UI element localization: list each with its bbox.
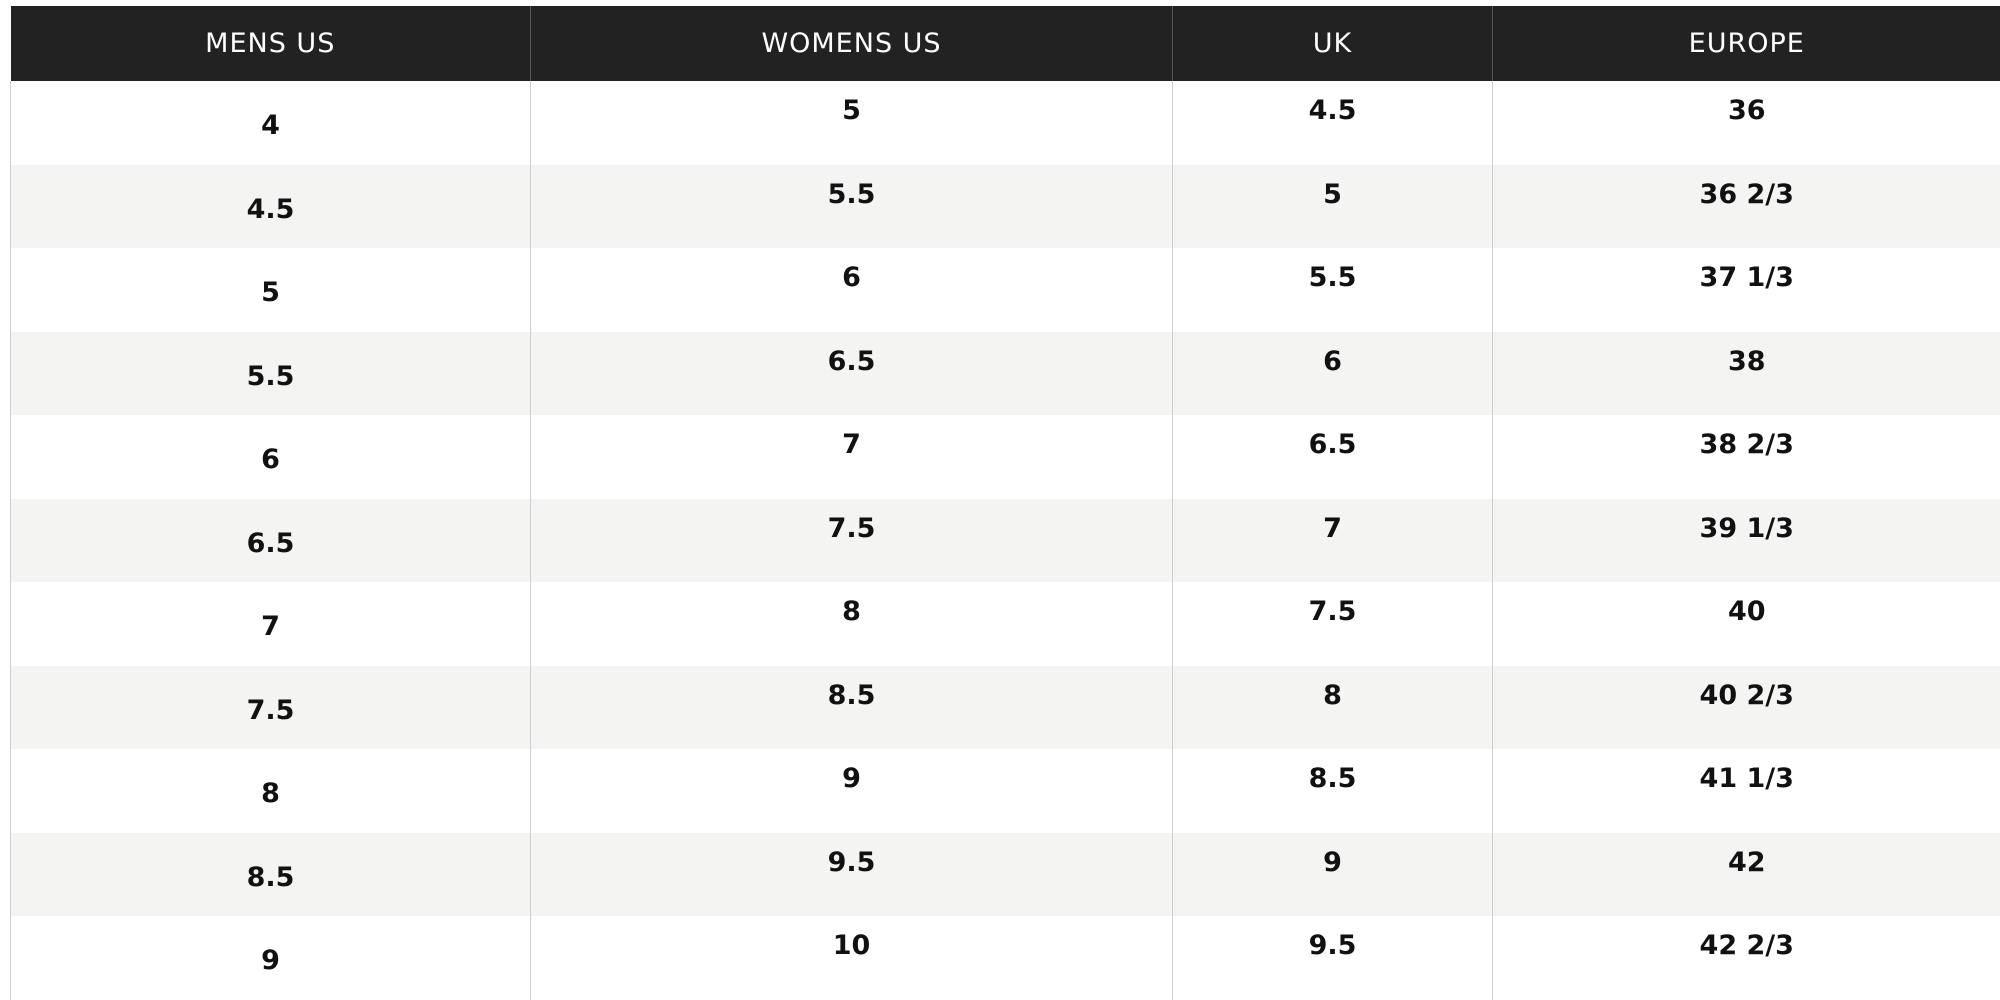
cell-europe: 41 1/3 <box>1493 749 2000 833</box>
cell-mens-us: 7.5 <box>11 666 531 750</box>
cell-womens-us: 9 <box>531 749 1173 833</box>
cell-uk: 7.5 <box>1173 582 1493 666</box>
table-row: 9 10 9.5 42 2/3 <box>11 916 2000 1000</box>
cell-europe: 38 <box>1493 332 2000 416</box>
size-chart-table: MENS US WOMENS US UK EUROPE 4 5 4.5 36 4… <box>10 6 2000 1000</box>
cell-uk: 8.5 <box>1173 749 1493 833</box>
header-row: MENS US WOMENS US UK EUROPE <box>11 6 2000 81</box>
cell-mens-us: 4 <box>11 81 531 165</box>
cell-womens-us: 5 <box>531 81 1173 165</box>
header-uk: UK <box>1173 6 1493 81</box>
table-row: 8 9 8.5 41 1/3 <box>11 749 2000 833</box>
cell-uk: 5 <box>1173 165 1493 249</box>
cell-mens-us: 6.5 <box>11 499 531 583</box>
cell-europe: 36 2/3 <box>1493 165 2000 249</box>
cell-uk: 4.5 <box>1173 81 1493 165</box>
table-header: MENS US WOMENS US UK EUROPE <box>11 6 2000 81</box>
table-row: 6.5 7.5 7 39 1/3 <box>11 499 2000 583</box>
cell-europe: 42 <box>1493 833 2000 917</box>
cell-mens-us: 7 <box>11 582 531 666</box>
cell-womens-us: 5.5 <box>531 165 1173 249</box>
cell-mens-us: 8.5 <box>11 833 531 917</box>
cell-womens-us: 6.5 <box>531 332 1173 416</box>
cell-uk: 6.5 <box>1173 415 1493 499</box>
cell-mens-us: 5 <box>11 248 531 332</box>
cell-mens-us: 9 <box>11 916 531 1000</box>
cell-mens-us: 6 <box>11 415 531 499</box>
table-row: 6 7 6.5 38 2/3 <box>11 415 2000 499</box>
cell-europe: 40 2/3 <box>1493 666 2000 750</box>
table-row: 4 5 4.5 36 <box>11 81 2000 165</box>
table-body: 4 5 4.5 36 4.5 5.5 5 36 2/3 5 6 5.5 37 1… <box>11 81 2000 1000</box>
table-row: 7.5 8.5 8 40 2/3 <box>11 666 2000 750</box>
table-row: 8.5 9.5 9 42 <box>11 833 2000 917</box>
cell-europe: 38 2/3 <box>1493 415 2000 499</box>
cell-uk: 5.5 <box>1173 248 1493 332</box>
cell-womens-us: 7 <box>531 415 1173 499</box>
header-europe: EUROPE <box>1493 6 2000 81</box>
table-row: 5 6 5.5 37 1/3 <box>11 248 2000 332</box>
cell-womens-us: 10 <box>531 916 1173 1000</box>
header-mens-us: MENS US <box>11 6 531 81</box>
cell-womens-us: 9.5 <box>531 833 1173 917</box>
table-row: 5.5 6.5 6 38 <box>11 332 2000 416</box>
cell-womens-us: 8 <box>531 582 1173 666</box>
cell-uk: 8 <box>1173 666 1493 750</box>
cell-europe: 37 1/3 <box>1493 248 2000 332</box>
cell-uk: 6 <box>1173 332 1493 416</box>
cell-mens-us: 5.5 <box>11 332 531 416</box>
cell-womens-us: 6 <box>531 248 1173 332</box>
cell-europe: 42 2/3 <box>1493 916 2000 1000</box>
cell-europe: 39 1/3 <box>1493 499 2000 583</box>
header-womens-us: WOMENS US <box>531 6 1173 81</box>
cell-uk: 9.5 <box>1173 916 1493 1000</box>
cell-uk: 9 <box>1173 833 1493 917</box>
cell-womens-us: 8.5 <box>531 666 1173 750</box>
table-row: 4.5 5.5 5 36 2/3 <box>11 165 2000 249</box>
cell-mens-us: 8 <box>11 749 531 833</box>
table-row: 7 8 7.5 40 <box>11 582 2000 666</box>
cell-europe: 36 <box>1493 81 2000 165</box>
cell-europe: 40 <box>1493 582 2000 666</box>
cell-mens-us: 4.5 <box>11 165 531 249</box>
cell-womens-us: 7.5 <box>531 499 1173 583</box>
cell-uk: 7 <box>1173 499 1493 583</box>
